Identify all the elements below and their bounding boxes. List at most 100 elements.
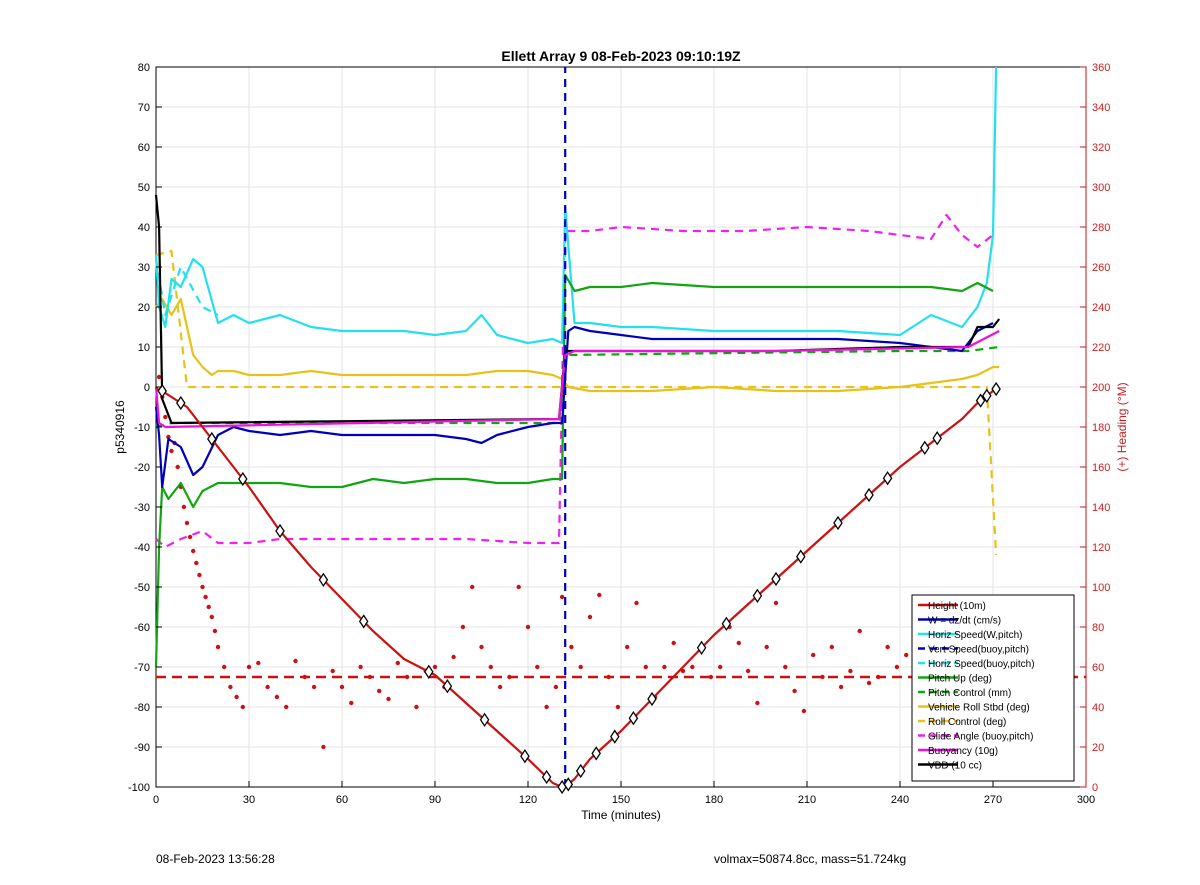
y2-tick-label: 280 — [1092, 222, 1110, 234]
height-marker — [591, 746, 601, 761]
heading-point — [187, 534, 193, 540]
heading-point — [876, 674, 881, 680]
heading-point — [904, 652, 909, 658]
legend-entry: Buoyancy (10g) — [928, 746, 998, 757]
heading-point — [349, 700, 354, 706]
series-line-8 — [155, 249, 998, 556]
heading-point — [240, 704, 245, 710]
y-axis-label: p5340916 — [113, 400, 127, 454]
height-marker — [932, 431, 942, 446]
y-tick-label: 50 — [138, 182, 150, 194]
x-tick-label: 60 — [336, 794, 348, 806]
heading-point — [386, 696, 391, 702]
heading-point — [680, 668, 686, 674]
heading-point — [404, 674, 410, 680]
height-marker — [610, 729, 620, 744]
y2-tick-label: 360 — [1092, 62, 1110, 74]
height-marker — [796, 549, 806, 564]
heading-point — [885, 644, 890, 650]
x-tick-label: 30 — [243, 794, 255, 806]
heading-point — [671, 640, 676, 646]
height-marker — [520, 749, 530, 764]
height-marker — [275, 523, 285, 539]
height-marker — [358, 614, 369, 629]
x-tick-label: 90 — [429, 794, 441, 806]
y2-tick-label: 120 — [1092, 542, 1110, 554]
height-marker — [721, 616, 732, 631]
series-line-7 — [155, 297, 1000, 393]
height-marker — [424, 664, 434, 679]
height-marker — [991, 381, 1001, 397]
legend-entry: Horiz Speed(W,pitch) — [928, 630, 1022, 641]
height-marker — [975, 393, 986, 408]
y-tick-label: -100 — [128, 782, 150, 794]
legend-entry: Roll Control (deg) — [928, 717, 1006, 728]
height-marker — [982, 388, 992, 403]
heading-point — [377, 688, 382, 694]
series-line-10 — [154, 330, 1000, 429]
heading-point — [460, 624, 466, 630]
heading-point — [811, 652, 816, 658]
height-marker — [176, 395, 186, 411]
heading-point — [246, 664, 252, 670]
heading-point — [606, 674, 611, 680]
y-tick-label: 0 — [144, 382, 150, 394]
y2-tick-label: 60 — [1092, 662, 1104, 674]
legend-entry: Glide Angle (buoy,pitch) — [928, 732, 1033, 743]
heading-point — [625, 644, 630, 650]
heading-point — [197, 572, 202, 578]
heading-point — [488, 664, 493, 670]
y-tick-label: -20 — [134, 462, 150, 474]
height-marker — [628, 711, 639, 726]
height-marker — [442, 679, 453, 694]
heading-point — [181, 504, 187, 510]
y-tick-label: -60 — [134, 622, 150, 634]
heading-point — [367, 674, 373, 680]
y2-tick-label: 100 — [1092, 582, 1110, 594]
height-marker — [563, 777, 574, 792]
legend-entry: W = dz/dt (cm/s) — [928, 616, 1001, 627]
height-marker — [157, 383, 167, 399]
heading-point — [169, 448, 174, 454]
heading-point — [302, 674, 307, 680]
y2-tick-label: 80 — [1092, 622, 1104, 634]
heading-point — [745, 668, 751, 674]
heading-point — [857, 628, 862, 634]
x-tick-label: 270 — [984, 794, 1002, 806]
y2-tick-label: 260 — [1092, 262, 1110, 274]
x-tick-label: 0 — [153, 794, 159, 806]
y2-tick-label: 140 — [1092, 502, 1110, 514]
height-marker — [882, 471, 893, 486]
x-axis-label: Time (minutes) — [581, 808, 661, 822]
heading-point — [559, 594, 565, 600]
heading-point — [284, 704, 289, 710]
y-tick-label: -70 — [134, 662, 150, 674]
heading-point — [643, 664, 648, 670]
chart-title: Ellett Array 9 08-Feb-2023 09:10:19Z — [501, 48, 741, 64]
heading-point — [615, 704, 621, 710]
y-tick-label: -80 — [134, 702, 150, 714]
heading-point — [755, 700, 760, 706]
heading-point — [690, 664, 695, 670]
heading-point — [330, 668, 335, 674]
heading-point — [321, 744, 326, 750]
y-tick-label: 40 — [138, 222, 150, 234]
legend-entry: Pitch Up (deg) — [928, 674, 992, 685]
series-line-4 — [154, 258, 219, 317]
heading-point — [634, 600, 639, 606]
y2-tick-label: 20 — [1092, 742, 1104, 754]
heading-point — [838, 684, 844, 690]
series-layer — [154, 66, 1086, 795]
series-line-1 — [154, 322, 994, 489]
legend-entry: Horiz Speed(buoy,pitch) — [928, 659, 1035, 670]
heading-point — [578, 664, 583, 670]
y-tick-label: 80 — [138, 62, 150, 74]
heading-point — [553, 684, 559, 690]
height-marker — [833, 515, 843, 531]
y-tick-label: -30 — [134, 502, 150, 514]
height-marker — [238, 471, 248, 487]
heading-point — [569, 644, 574, 650]
heading-point — [894, 664, 900, 670]
height-marker — [696, 640, 707, 655]
